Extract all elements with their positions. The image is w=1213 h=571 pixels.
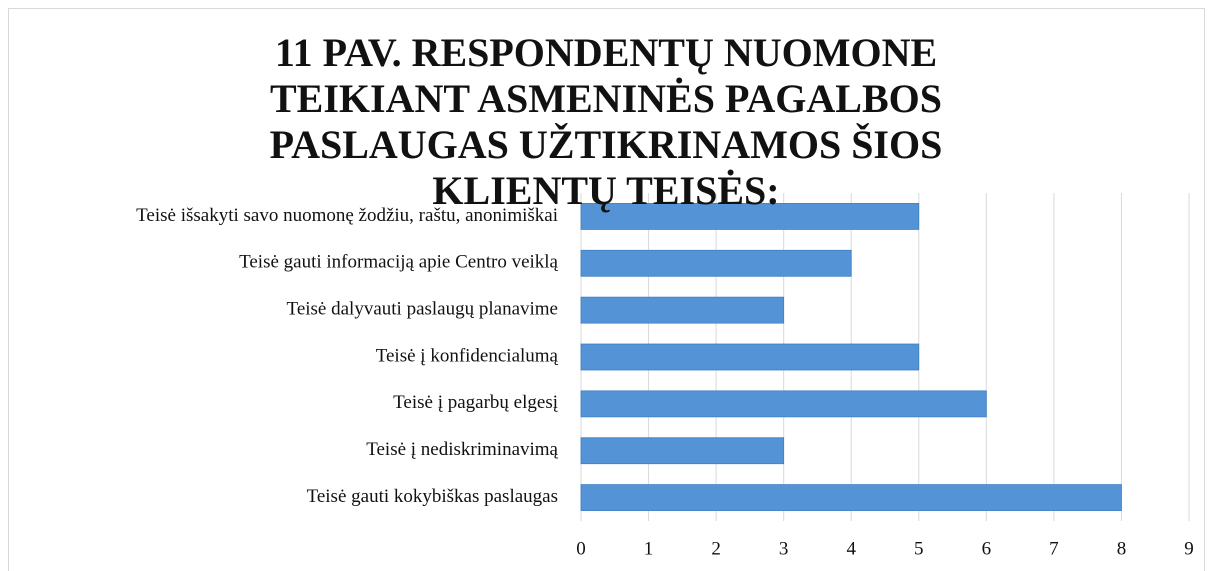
bar — [580, 343, 920, 371]
x-tick-label: 5 — [914, 538, 924, 559]
y-tick-label: Teisė į pagarbų elgesį — [393, 392, 558, 413]
y-tick-label: Teisė dalyvauti paslaugų planavime — [287, 299, 558, 320]
x-tick-label: 2 — [711, 538, 721, 559]
y-tick-label: Teisė į konfidencialumą — [376, 345, 559, 366]
x-tick-label: 4 — [846, 538, 856, 559]
bar — [580, 249, 852, 277]
x-tick-label: 6 — [982, 538, 992, 559]
x-tick-label: 8 — [1117, 538, 1127, 559]
y-tick-label: Teisė į nediskriminavimą — [366, 439, 558, 460]
x-tick-label: 3 — [779, 538, 789, 559]
x-tick-label: 0 — [576, 538, 586, 559]
x-tick-label: 9 — [1184, 538, 1194, 559]
bar — [580, 484, 1122, 511]
x-tick-label: 1 — [644, 538, 654, 559]
bar — [580, 296, 785, 324]
y-tick-label: Teisė gauti kokybiškas paslaugas — [307, 486, 558, 507]
y-tick-label: Teisė išsakyti savo nuomonę žodžiu, rašt… — [136, 205, 558, 226]
x-tick-label: 7 — [1049, 538, 1059, 559]
chart-border — [8, 8, 1205, 571]
bar — [580, 437, 785, 465]
bar — [580, 203, 920, 230]
y-tick-label: Teisė gauti informaciją apie Centro veik… — [239, 252, 558, 273]
chart-title: 11 PAV. RESPONDENTŲ NUOMONE TEIKIANT ASM… — [269, 30, 943, 213]
bar — [580, 390, 987, 418]
